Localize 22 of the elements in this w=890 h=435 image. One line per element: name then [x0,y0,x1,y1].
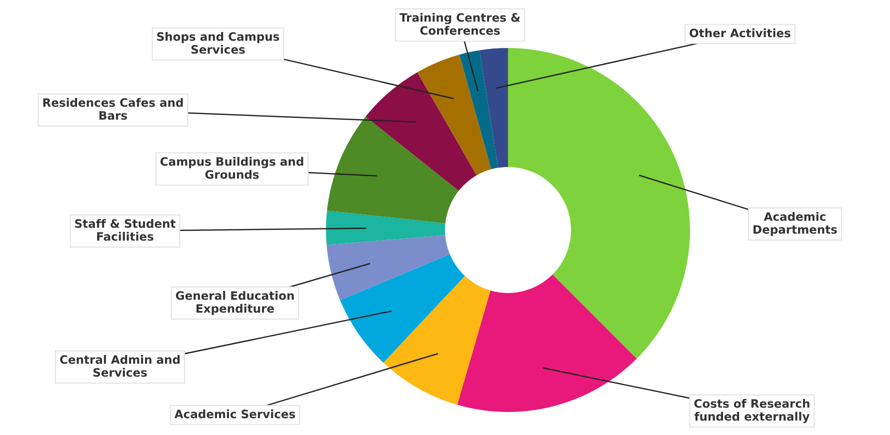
slice-label: Residences Cafes and Bars [43,98,183,120]
donut-slice [383,276,490,405]
slice-label: Staff & Student Facilities [75,218,176,241]
donut-slice [326,210,446,245]
slice-label: Shops and Campus Services [157,32,280,54]
donut-slice [459,50,498,170]
donut-slice [366,72,477,191]
donut-slice [327,116,459,224]
donut-slice [417,54,492,176]
slice-label: Academic Departments [754,212,837,236]
slice-label: Campus Buildings and Grounds [160,156,304,179]
donut-slice [480,48,508,168]
slice-label: Training Centres & Conferences [400,12,520,35]
donut-slice [340,254,465,363]
donut-slice [508,48,690,359]
slice-label: General Education Expenditure [176,290,294,316]
donut-slice [326,235,450,300]
slice-label: Central Admin and Services [60,354,180,377]
slice-label: Costs of Research funded externally [694,398,810,424]
slice-label: Other Activities [690,28,790,38]
donut-slice [457,274,637,412]
slice-label: Academic Services [174,409,296,418]
